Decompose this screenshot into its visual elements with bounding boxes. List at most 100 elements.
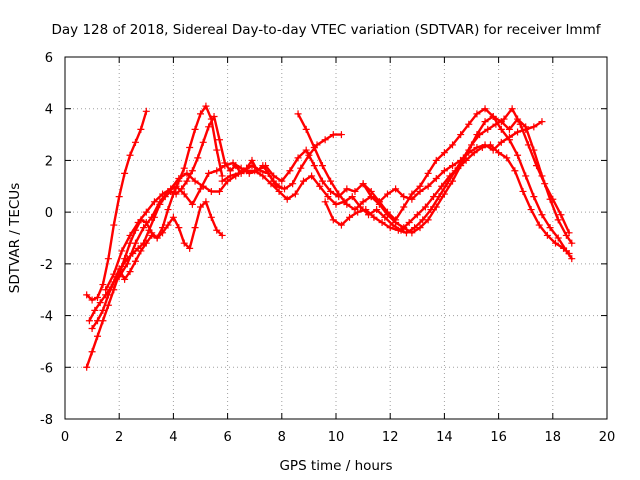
series-track-1 [83,107,150,304]
data-point [522,123,530,131]
data-point [289,180,297,188]
data-point [121,169,129,177]
chart-title: Day 128 of 2018, Sidereal Day-to-day VTE… [52,22,602,38]
data-point [359,180,367,188]
data-point [134,218,142,226]
data-point [186,244,194,252]
data-point [104,301,112,309]
data-point [218,177,226,185]
y-tick-label: 2 [45,154,53,169]
y-tick-label: 4 [45,103,53,118]
data-point [188,200,196,208]
data-point [94,332,102,340]
y-tick-label: -6 [40,361,53,376]
data-point [85,317,93,325]
data-point [383,190,391,198]
data-point [468,141,475,149]
data-point [476,131,484,139]
data-point [375,198,383,206]
data-point [530,193,538,201]
data-point [337,221,345,229]
data-point [83,363,91,371]
data-point [413,211,421,219]
data-point [88,296,96,304]
data-point [386,224,394,232]
data-point [180,190,188,198]
data-point [522,172,530,180]
data-point [505,136,513,144]
data-point [449,141,457,149]
data-point [213,226,221,234]
data-point [175,224,183,232]
x-tick-label: 20 [599,430,616,445]
data-point [118,247,126,255]
data-point [123,260,131,268]
data-point [202,198,210,206]
x-tick-label: 10 [328,430,345,445]
data-point [516,120,524,128]
data-point [234,169,242,177]
data-point [115,273,123,281]
data-point [310,144,318,151]
data-point [110,278,118,286]
data-point [524,141,532,149]
data-point [324,193,332,201]
grid [65,57,607,419]
data-point [88,325,96,332]
data-point [419,216,427,224]
data-point [110,270,118,278]
data-point [191,177,199,185]
data-point [148,213,156,221]
data-point [554,216,562,224]
data-point [88,348,96,356]
data-point [207,187,215,195]
series-track-4 [88,198,226,332]
data-point [172,190,180,198]
data-point [180,164,188,172]
data-point [221,162,229,170]
data-point [215,136,223,144]
data-point [481,105,489,113]
data-point [497,125,505,133]
data-point [270,172,278,180]
data-point [568,255,576,263]
data-point [538,211,546,219]
data-point [508,105,516,113]
x-tick-label: 2 [115,430,123,445]
data-point [267,180,275,188]
data-point [440,167,448,175]
data-point [297,164,305,172]
x-tick-label: 14 [436,430,453,445]
data-point [449,162,457,170]
data-point [505,125,513,133]
data-point [495,149,503,157]
data-point [565,229,573,237]
data-point [440,149,448,157]
series-line [85,110,148,302]
data-point [484,125,492,133]
data-point [210,112,218,120]
data-point [530,123,538,131]
data-point [432,175,440,183]
data-point [142,239,150,247]
data-point [243,167,251,175]
data-point [131,257,139,265]
data-point [213,146,221,154]
data-point [568,239,576,247]
data-point [202,102,210,110]
series-line [220,143,571,255]
y-tick-label: -8 [40,413,53,428]
data-point [99,306,107,314]
data-point [137,125,145,133]
data-point [110,221,118,229]
data-point [159,229,167,237]
data-point [546,224,554,232]
data-point [286,167,294,175]
data-point [402,229,410,237]
y-axis-label: SDTVAR / TECUs [7,183,23,293]
data-point [169,213,177,221]
data-point [511,167,519,175]
data-point [538,118,546,126]
data-point [503,154,511,162]
data-point [281,185,289,193]
